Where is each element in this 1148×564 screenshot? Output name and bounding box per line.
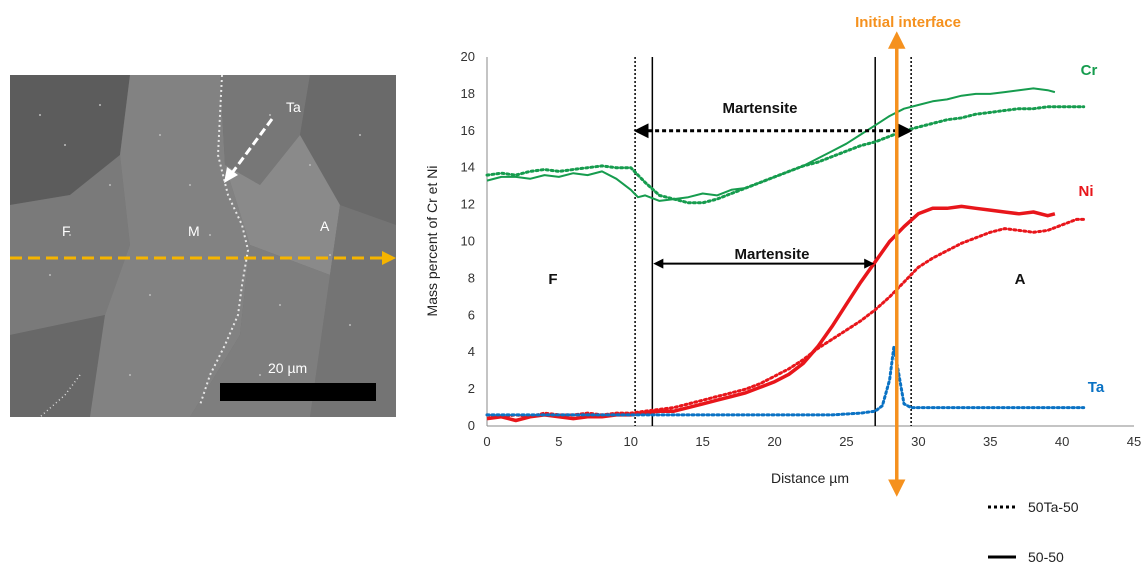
- zone-f-label: F: [548, 271, 557, 288]
- label-ferrite: F: [62, 223, 71, 239]
- x-tick-label: 0: [483, 434, 490, 449]
- ferrite-grain: [10, 75, 130, 205]
- zone-a-label: A: [1015, 271, 1026, 288]
- austenite-grain: [190, 245, 330, 417]
- x-tick-label: 35: [983, 434, 997, 449]
- martensite-top-label: Martensite: [722, 100, 797, 117]
- ferrite-grain: [10, 155, 130, 335]
- surface-speckle: [39, 104, 361, 376]
- y-tick-label: 4: [468, 344, 475, 359]
- legend: 50Ta-50 50-50: [988, 499, 1079, 564]
- y-axis-label: Mass percent of Cr et Ni: [424, 166, 440, 317]
- x-tick-label: 15: [695, 434, 709, 449]
- x-tick-label: 20: [767, 434, 781, 449]
- austenite-grain: [225, 135, 340, 275]
- x-axis-label: Distance µm: [771, 470, 849, 486]
- x-tick-label: 25: [839, 434, 853, 449]
- ta-precipitate-boundary: [199, 75, 250, 406]
- austenite-grain: [300, 75, 396, 225]
- y-tick-label: 6: [468, 307, 475, 322]
- sem-micrograph: Ta F M A 20 µm: [10, 75, 396, 417]
- x-tick-label: 40: [1055, 434, 1069, 449]
- x-tick-label: 30: [911, 434, 925, 449]
- x-tick-label: 45: [1127, 434, 1141, 449]
- cr-dotted-line: [485, 105, 1086, 205]
- y-tick-label: 8: [468, 270, 475, 285]
- label-martensite: M: [188, 223, 200, 239]
- y-tick-label: 18: [461, 86, 475, 101]
- legend-dotted-label: 50Ta-50: [1028, 499, 1079, 515]
- cr-series-label: Cr: [1081, 62, 1098, 79]
- x-tick-label: 10: [624, 434, 638, 449]
- ni-series-label: Ni: [1079, 183, 1094, 200]
- axes: [486, 57, 1134, 427]
- scale-bar: [220, 383, 376, 401]
- ta-pointer-arrowhead: [224, 167, 238, 183]
- ta-series-label: Ta: [1088, 379, 1105, 396]
- label-ta: Ta: [286, 99, 301, 115]
- ferrite-grain: [10, 315, 105, 417]
- legend-solid-label: 50-50: [1028, 549, 1064, 564]
- y-tick-label: 10: [461, 234, 475, 249]
- y-tick-label: 14: [461, 160, 475, 175]
- ni-dotted-line: [485, 217, 1086, 419]
- y-tick-label: 0: [468, 418, 475, 433]
- ta-dotted-line: [485, 345, 1086, 417]
- y-tick-label: 2: [468, 381, 475, 396]
- scale-bar-label: 20 µm: [268, 360, 307, 376]
- grain-boundary-bright: [39, 374, 81, 417]
- y-tick-label: 12: [461, 197, 475, 212]
- x-tick-label: 5: [555, 434, 562, 449]
- scan-line-arrowhead: [382, 251, 396, 265]
- y-tick-label: 16: [461, 123, 475, 138]
- y-tick-label: 20: [461, 49, 475, 64]
- label-austenite: A: [320, 218, 330, 234]
- martensite-bottom-label: Martensite: [734, 246, 809, 263]
- initial-interface-label: Initial interface: [855, 14, 961, 31]
- ni-solid-line: [486, 204, 1056, 423]
- martensite-region: [90, 75, 250, 417]
